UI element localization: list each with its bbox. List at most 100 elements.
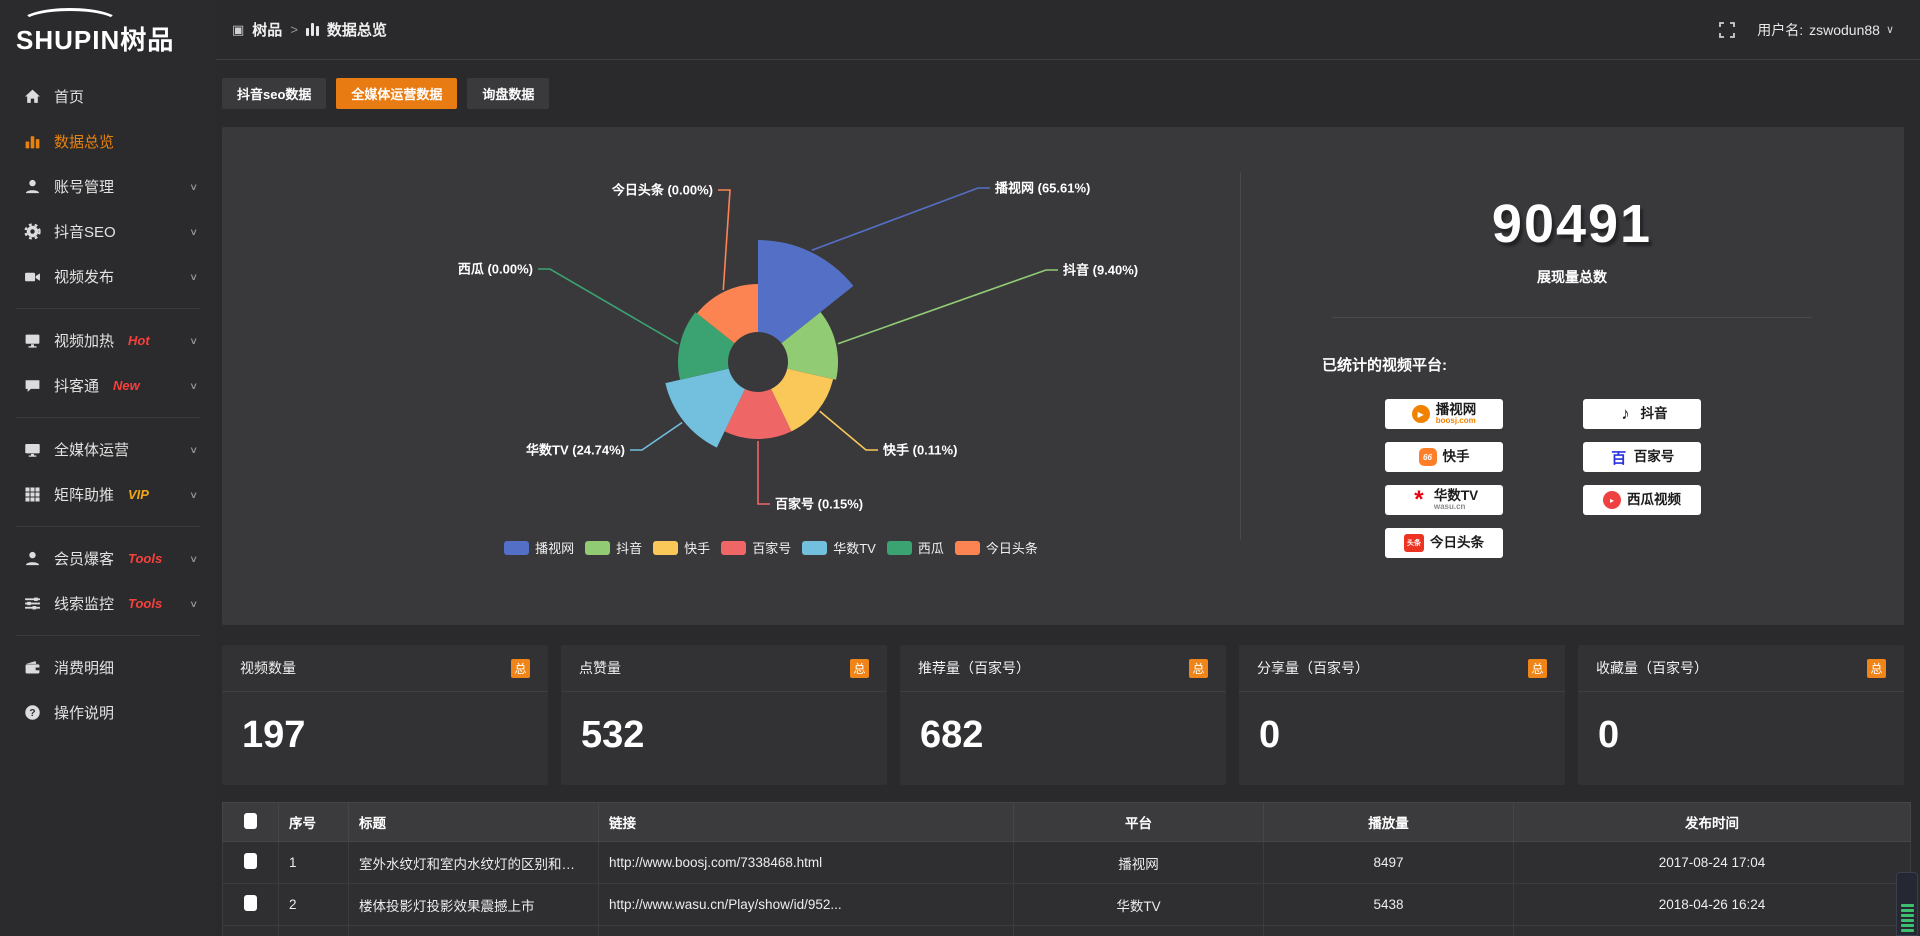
table-header-row: 序号 标题 链接 平台 播放量 发布时间 [222,802,1911,842]
platform-badge-快手: 66 快手 [1385,442,1503,472]
tab-2[interactable]: 询盘数据 [467,78,550,109]
chat-icon [24,377,41,394]
sidebar-item-label: 矩阵助推 [54,487,115,504]
user-icon [24,178,41,195]
fullscreen-icon[interactable] [1719,21,1736,38]
sidebar-item-7[interactable]: 全媒体运营 ∨ [0,427,216,472]
pie-label-line [811,187,990,252]
overview-panel: 播视网 (65.61%) 抖音 (9.40%) 快手 (0.11%) 百家号 (0.1… [222,127,1904,625]
stat-card-4: 收藏量（百家号） 总 0 [1578,645,1904,785]
select-all-checkbox[interactable] [244,812,257,829]
row-time: 2017-08-24 17:04 [1513,841,1911,884]
stat-card-title: 推荐量（百家号） [918,660,1030,676]
pie-slice-西瓜[interactable] [678,312,735,380]
legend-label: 华数TV [833,541,876,556]
table-row-1[interactable]: 2 楼体投影灯投影效果震撼上市 http://www.wasu.cn/Play/sh… [222,883,1911,926]
sidebar-item-5[interactable]: 视频加热 Hot ∨ [0,318,216,363]
sidebar-item-10[interactable]: 线索监控 Tools ∨ [0,581,216,626]
row-checkbox[interactable] [244,853,257,869]
sidebar-item-3[interactable]: 抖音SEO ∨ [0,209,216,254]
pie-slice-抖音[interactable] [781,312,838,380]
pie-label-快手: 快手 (0.11%) [883,443,957,458]
legend-item-西瓜[interactable]: 西瓜 [886,538,944,557]
tab-0[interactable]: 抖音seo数据 [222,78,327,109]
total-badge[interactable]: 总 [1867,658,1886,678]
douyin-logo-icon: ♪ [1621,404,1630,423]
row-title[interactable]: 室外水纹灯和室内水纹灯的区别和简介 [348,841,599,884]
logo[interactable]: SHUPIN树品 [0,6,216,64]
tab-1[interactable]: 全媒体运营数据 [336,78,458,109]
sidebar-item-6[interactable]: 抖客通 New ∨ [0,363,216,408]
sidebar-item-9[interactable]: 会员爆客 Tools ∨ [0,536,216,581]
pie-slice-今日头条[interactable] [697,284,758,344]
stat-card-value: 0 [1598,714,1620,756]
row-checkbox[interactable] [244,895,257,911]
pie-label-line [630,421,683,451]
stat-card-1: 点赞量 总 532 [561,645,887,785]
sidebar-item-label: 线索监控 [54,596,115,613]
pie-slice-快手[interactable] [771,368,834,432]
stat-card-0: 视频数量 总 197 [222,645,548,785]
grid-icon [24,486,41,503]
topbar-right: 用户名: zswodun88 ∨ [1719,20,1894,40]
row-link[interactable]: http://www.wasu.cn/Play/show/id/952... [598,883,1014,926]
pie-label-line [837,269,1058,345]
row-link[interactable]: http://www.boosj.com/7338468.html [598,841,1014,884]
row-no: 1 [278,841,349,884]
chevron-down-icon: ∨ [189,270,198,283]
legend-item-百家号[interactable]: 百家号 [721,538,791,557]
sidebar-item-1[interactable]: 数据总览 [0,119,216,164]
pie-slice-百家号[interactable] [724,389,792,439]
stat-card-title: 收藏量（百家号） [1596,660,1708,676]
stat-card-header: 点赞量 总 [561,645,887,692]
xigua-logo-icon: ▸ [1603,491,1621,509]
row-title[interactable]: 楼体投影灯投影效果震撼上市 [348,883,599,926]
main-area: ▣ 树品 > 数据总览 用户名: zswodun88 ∨ [216,0,1920,936]
stat-card-3: 分享量（百家号） 总 0 [1239,645,1565,785]
topbar: ▣ 树品 > 数据总览 用户名: zswodun88 ∨ [216,0,1920,60]
total-badge[interactable]: 总 [511,658,530,678]
floating-widget[interactable] [1896,872,1918,936]
legend-item-抖音[interactable]: 抖音 [585,538,642,557]
sidebar-badge-vip: VIP [128,487,149,502]
total-badge[interactable]: 总 [1189,658,1208,678]
sidebar-item-11[interactable]: 消费明细 [0,645,216,690]
sidebar-item-label: 数据总览 [54,134,115,151]
breadcrumb-separator: > [290,22,298,37]
pie-slice-播视网[interactable] [758,240,854,344]
legend-swatch [721,540,747,555]
kuaishou-logo-icon: 66 [1418,448,1437,466]
table-row-0[interactable]: 1 室外水纹灯和室内水纹灯的区别和简介 http://www.boosj.com/7… [222,841,1911,884]
content: 抖音seo数据 全媒体运营数据 询盘数据 播视网 (65.61%) 抖音 (9.40%… [216,60,1920,936]
breadcrumb-root[interactable]: 树品 [252,22,283,39]
sidebar-item-4[interactable]: 视频发布 ∨ [0,254,216,299]
platform-name: 抖音 [1640,406,1668,422]
legend-swatch [954,540,980,555]
sidebar-item-12[interactable]: ? 操作说明 [0,690,216,735]
sidebar-item-8[interactable]: 矩阵助推 VIP ∨ [0,472,216,517]
pie-slice-华数TV[interactable] [665,368,745,448]
total-impressions-label: 展现量总数 [1537,269,1607,285]
sidebar-item-label: 全媒体运营 [54,442,130,459]
legend-item-播视网[interactable]: 播视网 [504,538,574,557]
data-tabs: 抖音seo数据 全媒体运营数据 询盘数据 [222,78,1904,109]
platform-sub: boosj.com [1435,416,1476,426]
chevron-down-icon: ∨ [189,334,198,347]
sidebar-item-label: 操作说明 [54,705,115,722]
stat-card-header: 收藏量（百家号） 总 [1578,645,1904,692]
sidebar-item-2[interactable]: 账号管理 ∨ [0,164,216,209]
sidebar-divider [16,417,200,418]
stat-card-title: 分享量（百家号） [1257,660,1369,676]
sidebar-item-label: 抖客通 [54,378,100,395]
legend-label: 抖音 [616,541,643,556]
legend-item-华数TV[interactable]: 华数TV [802,538,876,557]
user-menu[interactable]: 用户名: zswodun88 ∨ [1757,20,1894,40]
total-badge[interactable]: 总 [1528,658,1547,678]
legend-item-今日头条[interactable]: 今日头条 [954,538,1038,557]
sidebar-item-label: 消费明细 [54,660,115,677]
pie-label-百家号: 百家号 (0.15%) [775,497,863,512]
legend-item-快手[interactable]: 快手 [653,538,710,557]
total-badge[interactable]: 总 [850,658,869,678]
sidebar-item-0[interactable]: 首页 [0,74,216,119]
chevron-down-icon: ∨ [189,180,198,193]
